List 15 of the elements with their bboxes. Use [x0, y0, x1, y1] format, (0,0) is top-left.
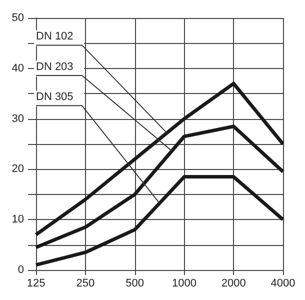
y-tick-label: 10 — [12, 214, 24, 226]
text: DN 203 — [36, 60, 74, 73]
x-tick-label: 2000 — [221, 278, 246, 290]
y-tick-label: 30 — [12, 112, 24, 125]
y-tick-label: 0 — [18, 264, 24, 276]
text: DN 102 — [36, 30, 74, 43]
x-tick-label: 1000 — [172, 278, 196, 290]
x-tick-label: 250 — [76, 278, 95, 290]
x-tick-label: 500 — [126, 278, 144, 290]
y-tick-label: 20 — [12, 163, 24, 176]
text: DN 305 — [36, 91, 74, 104]
y-tick-label: 40 — [12, 62, 24, 74]
y-tick-label: 50 — [12, 12, 24, 24]
x-tick-label: 4000 — [270, 278, 296, 290]
x-tick-label: 125 — [26, 278, 46, 290]
